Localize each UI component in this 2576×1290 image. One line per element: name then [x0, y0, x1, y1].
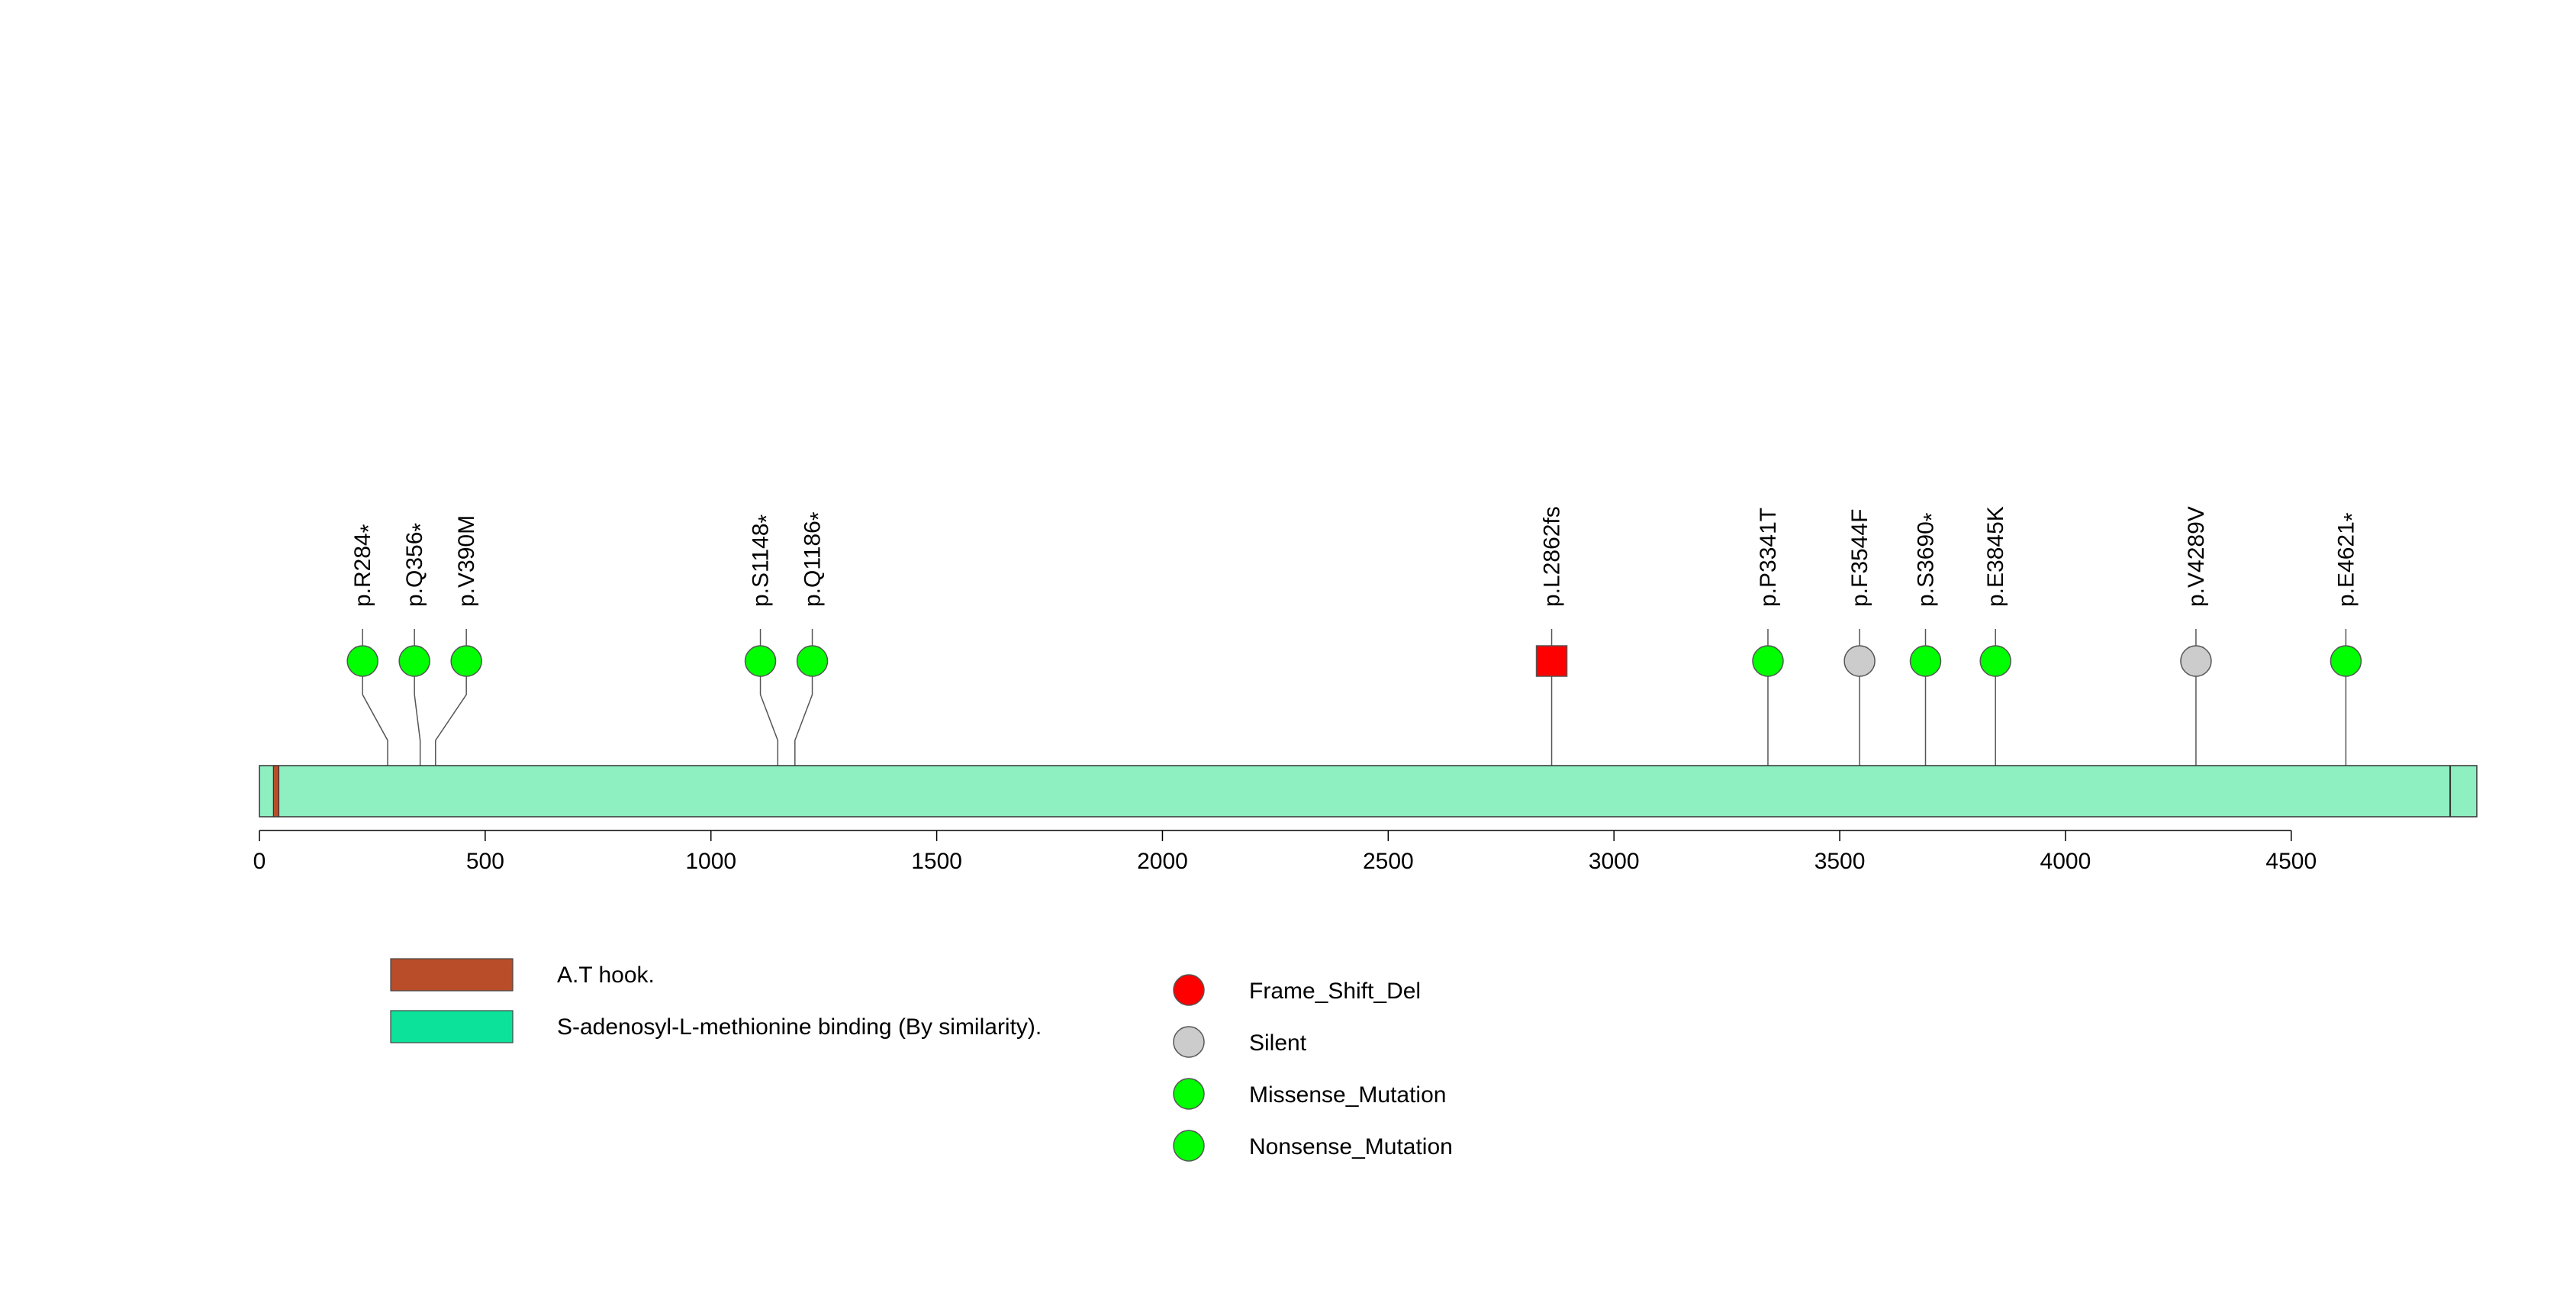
mutation-stem: [362, 661, 388, 766]
x-tick-label: 500: [466, 849, 504, 874]
x-tick-label: 1000: [685, 849, 736, 874]
legend-mutation-marker: [1173, 1026, 1205, 1058]
legend-mutation-label: Frame_Shift_Del: [1249, 979, 1421, 1004]
frameshift-marker: [1535, 645, 1568, 677]
mutation-markers: [346, 645, 2362, 677]
mutation-label: p.P3341T: [1756, 508, 1781, 607]
x-tick-label: 3500: [1814, 849, 1866, 874]
x-axis: 0 500 1000 1500 2000 2500 3000 3500 4000 4500: [253, 830, 2317, 874]
nonsense-marker: [2330, 645, 2362, 677]
mutation-label: p.S3690*: [1913, 512, 1944, 607]
mutation-label: p.R284*: [350, 524, 382, 607]
mutation-stems: [362, 629, 2347, 766]
x-tick-label: 2500: [1363, 849, 1414, 874]
legend-mutation-marker: [1173, 1078, 1205, 1110]
legend-domain-label: A.T hook.: [557, 963, 655, 988]
mutation-label: p.L2862fs: [1540, 506, 1565, 607]
mutation-label: p.E4621*: [2333, 512, 2365, 607]
x-tick-label: 1500: [911, 849, 962, 874]
mutation-label: p.E3845K: [1983, 506, 2008, 607]
silent-marker: [1843, 645, 1876, 677]
missense-marker: [450, 645, 482, 677]
missense-marker: [1752, 645, 1784, 677]
legend: A.T hook. S-adenosyl-L-methionine binding…: [390, 958, 1453, 1162]
mutation-stem: [435, 661, 467, 766]
legend-mutation-label: Silent: [1249, 1030, 1307, 1056]
x-tick-label: 4500: [2265, 849, 2317, 874]
nonsense-marker: [796, 645, 829, 677]
mutation-stem: [759, 661, 779, 766]
mutation-label: p.V390M: [454, 515, 479, 607]
legend-mutation-marker: [1173, 974, 1205, 1006]
x-tick-label: 0: [253, 849, 266, 874]
legend-domain-label: S-adenosyl-L-methionine binding (By simi…: [557, 1014, 1042, 1040]
domain-at-hook: [272, 765, 280, 818]
legend-domain-swatch: [390, 958, 514, 992]
nonsense-marker: [744, 645, 777, 677]
mutation-label: p.S1148*: [749, 514, 780, 607]
nonsense-marker: [1909, 645, 1942, 677]
legend-domain-swatch: [390, 1010, 514, 1043]
legend-mutation-label: Missense_Mutation: [1249, 1082, 1446, 1108]
x-tick-label: 4000: [2040, 849, 2091, 874]
legend-mutation-label: Nonsense_Mutation: [1249, 1134, 1453, 1159]
mutation-label: p.V4289V: [2184, 506, 2209, 607]
mutation-labels: p.R284* p.Q356* p.V390M p.S1148* p.Q1186* p.L…: [350, 506, 2365, 607]
mutation-label: p.F3544F: [1847, 509, 1872, 607]
silent-marker: [2180, 645, 2212, 677]
missense-marker: [1979, 645, 2011, 677]
x-tick-label: 2000: [1137, 849, 1188, 874]
mutation-label: p.Q1186*: [800, 511, 832, 607]
mutation-stem: [414, 661, 421, 766]
mutation-stem: [794, 661, 813, 766]
x-tick-label: 3000: [1589, 849, 1640, 874]
nonsense-marker: [398, 645, 430, 677]
domain-sam-binding: [259, 765, 2478, 818]
mutation-label: p.Q356*: [402, 523, 433, 607]
legend-mutation-marker: [1173, 1130, 1205, 1162]
nonsense-marker: [346, 645, 378, 677]
protein-track: [259, 765, 2478, 818]
